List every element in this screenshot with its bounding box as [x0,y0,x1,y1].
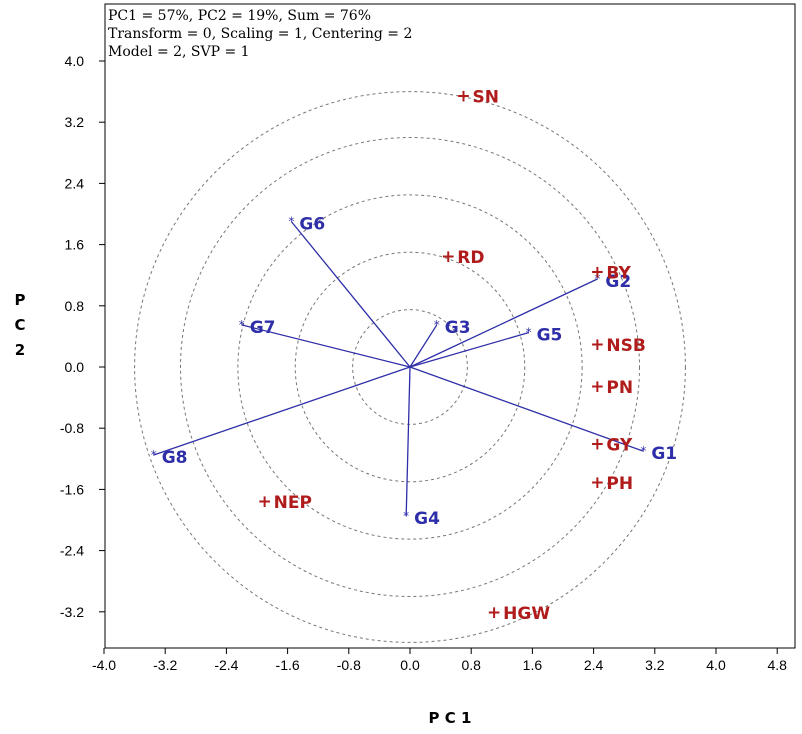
x-axis-title: P C 1 [429,709,472,727]
variable-label-nsb: NSB [606,336,645,356]
variable-label-gy: GY [606,436,633,456]
circle-4 [180,137,640,597]
x-tick-label-0.0: 0.0 [400,657,420,673]
x-tick-label--0.8: -0.8 [337,657,361,673]
y-tick-label-4.0: 4.0 [65,53,85,69]
y-tick-label-0.8: 0.8 [65,298,85,314]
circle-1 [352,309,468,425]
variable-label-rd: RD [457,248,484,268]
data-points: * G1* G2* G3* G4* G5* G6* G7* G8+ SN+ RD+ BY+ NSB+ PN… [151,86,677,623]
plot-frame [104,3,796,649]
variable-label-hgw: HGW [503,604,550,624]
y-tick-label-1.6: 1.6 [65,237,85,253]
y-tick-label--1.6: -1.6 [60,481,84,497]
variable-marker-pn: + [590,377,604,397]
genotype-label-g8: G8 [162,448,188,468]
info-line-2: Transform = 0, Scaling = 1, Centering = … [108,26,412,42]
variable-marker-nsb: + [590,335,604,355]
genotype-marker-g8: * [151,448,157,462]
y-tick-label-3.2: 3.2 [65,114,85,130]
y-tick-label--3.2: -3.2 [60,604,84,620]
variable-label-pn: PN [606,378,633,398]
vector-g7 [241,324,411,368]
variable-label-nep: NEP [274,493,312,513]
genotype-marker-g7: * [239,318,245,332]
x-tick-label-1.6: 1.6 [523,657,543,673]
genotype-marker-g3: * [434,318,440,332]
variable-marker-ph: + [590,473,604,493]
vector-g2 [409,278,598,368]
genotype-label-g3: G3 [445,318,471,338]
info-box: PC1 = 57%, PC2 = 19%, Sum = 76% Transfor… [108,8,412,60]
variable-marker-sn: + [456,86,470,106]
x-tick-label--3.2: -3.2 [153,657,177,673]
genotype-marker-g6: * [288,215,294,229]
variable-marker-hgw: + [487,603,501,623]
vector-g4 [405,366,411,517]
x-tick-label-0.8: 0.8 [461,657,481,673]
x-axis-label: P C 1 [429,709,472,727]
x-tick-label--1.6: -1.6 [276,657,300,673]
x-tick-label--4.0: -4.0 [92,657,116,673]
x-tick-label-4.0: 4.0 [706,657,726,673]
genotype-label-g1: G1 [651,444,677,464]
x-tick-label-4.8: 4.8 [767,657,787,673]
x-tick-label-2.4: 2.4 [584,657,604,673]
genotype-label-g4: G4 [414,509,440,529]
genotype-label-g2: G2 [605,272,631,292]
variable-label-by: BY [606,263,631,283]
y-axis-label-char-1: P [15,291,26,309]
info-line-1: PC1 = 57%, PC2 = 19%, Sum = 76% [108,8,371,24]
genotype-vectors [153,221,644,517]
genotype-marker-g5: * [526,326,532,340]
vector-g1 [409,366,644,452]
y-axis-label-char-3: 2 [15,341,25,359]
y-tick-label-2.4: 2.4 [65,175,85,191]
variable-label-sn: SN [473,87,499,107]
x-tick-label-3.2: 3.2 [645,657,665,673]
circle-5 [134,91,686,643]
vector-g8 [153,366,411,456]
y-axis-title: P C 2 [14,291,25,359]
axes: -4.0 -3.2 -2.4 -1.6 -0.8 0.0 0.8 1.6 2.4 3.2 4.0 4.… [60,53,787,673]
vector-g3 [409,324,438,368]
variable-marker-gy: + [590,435,604,455]
circle-3 [237,194,583,540]
x-tick-label--2.4: -2.4 [214,657,238,673]
genotype-marker-g1: * [640,444,646,458]
vector-g5 [409,331,529,368]
variable-marker-by: + [590,262,604,282]
y-tick-label--0.8: -0.8 [60,420,84,436]
info-line-3: Model = 2, SVP = 1 [108,44,250,60]
concentric-circles [134,91,686,643]
genotype-label-g6: G6 [299,215,325,235]
genotype-marker-g2: * [594,272,600,286]
variable-marker-rd: + [441,247,455,267]
y-axis-label-char-2: C [14,316,25,334]
variable-marker-nep: + [258,492,272,512]
y-tick-label--2.4: -2.4 [60,543,84,559]
y-tick-label-0.0: 0.0 [65,359,85,375]
circle-2 [294,251,526,483]
genotype-marker-g4: * [403,509,409,523]
variable-label-ph: PH [606,474,633,494]
vector-g6 [290,221,411,368]
genotype-label-g5: G5 [537,326,563,346]
genotype-label-g7: G7 [250,318,276,338]
